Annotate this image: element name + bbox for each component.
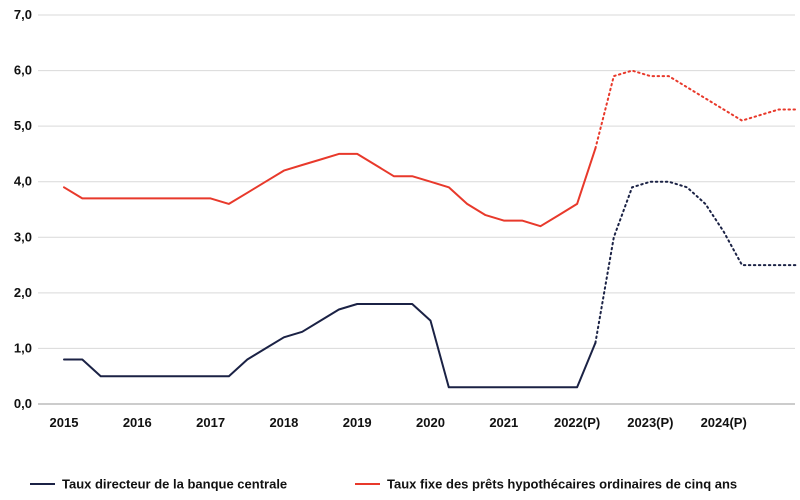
y-tick-label: 3,0: [14, 229, 32, 244]
y-tick-label: 7,0: [14, 7, 32, 22]
series-lines: [63, 69, 798, 389]
series-0-forecast-line: [594, 180, 798, 344]
y-tick-label: 5,0: [14, 118, 32, 133]
series-1-actual-line: [63, 147, 597, 228]
series-1-forecast-line: [594, 69, 798, 150]
y-tick-label: 1,0: [14, 340, 32, 355]
axes: 0,0 1,0 2,0 3,0 4,0 5,0 6,0 7,0 2015 2016 2017 2018…: [14, 7, 795, 430]
gridlines: [38, 14, 795, 349]
legend: Taux directeur de la banque centrale Taux…: [30, 477, 737, 492]
x-tick-label: 2019: [343, 415, 372, 430]
legend-label-0: Taux directeur de la banque centrale: [62, 477, 287, 492]
legend-label-1: Taux fixe des prêts hypothécaires ordina…: [387, 477, 737, 492]
series-0-actual-line: [63, 303, 597, 389]
x-tick-label: 2017: [196, 415, 225, 430]
x-tick-label: 2018: [269, 415, 298, 430]
x-tick-label: 2016: [123, 415, 152, 430]
x-tick-label: 2021: [489, 415, 518, 430]
y-tick-label: 4,0: [14, 174, 32, 189]
x-tick-label: 2024(P): [701, 415, 747, 430]
y-tick-label: 6,0: [14, 63, 32, 78]
y-tick-label: 2,0: [14, 285, 32, 300]
x-tick-label: 2023(P): [627, 415, 673, 430]
x-tick-label: 2020: [416, 415, 445, 430]
x-tick-label: 2022(P): [554, 415, 600, 430]
y-tick-label: 0,0: [14, 396, 32, 411]
x-tick-label: 2015: [50, 415, 79, 430]
